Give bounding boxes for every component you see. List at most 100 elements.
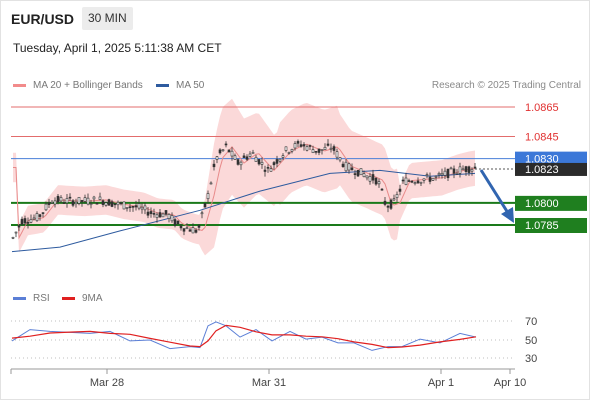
ma50-line (11, 169, 476, 253)
timeframe-badge[interactable]: 30 MIN (82, 7, 133, 30)
level-label-text: 1.0865 (525, 102, 559, 114)
candle (35, 211, 39, 222)
candle (329, 143, 333, 153)
candle-body (449, 167, 453, 170)
candle (350, 163, 354, 171)
candle-body (467, 166, 471, 173)
level-label-bg (515, 218, 587, 233)
candle-body (440, 173, 444, 176)
candle-body (410, 180, 414, 183)
candle (44, 201, 48, 212)
candles-layer (11, 139, 477, 240)
candle (47, 198, 51, 208)
candle-body (95, 202, 99, 205)
candle (128, 203, 132, 212)
candle (119, 201, 123, 206)
candle (104, 201, 108, 207)
candle-body (245, 156, 249, 160)
candle-body (209, 182, 213, 185)
candle-body (11, 236, 15, 239)
candle-body (80, 200, 84, 202)
x-axis-label: Apr 1 (428, 377, 454, 389)
candle (188, 227, 192, 232)
candle-body (188, 229, 192, 232)
rsi-level-label: 50 (525, 335, 537, 347)
candle (266, 164, 270, 173)
candle (302, 142, 306, 151)
x-axis-label: Mar 28 (90, 377, 124, 389)
candle-body (32, 217, 36, 220)
candle-body (374, 177, 378, 185)
candle-body (197, 225, 201, 228)
research-credit: Research © 2025 Trading Central (431, 80, 581, 91)
candle-body (29, 219, 33, 223)
candle (356, 169, 360, 177)
candle-body (65, 198, 69, 204)
candle-body (290, 149, 294, 152)
candle (215, 156, 219, 164)
candle-body (77, 196, 81, 204)
datetime-label: Tuesday, April 1, 2025 5:11:38 AM CET (13, 41, 222, 55)
candle-body (389, 199, 393, 209)
candle-body (89, 203, 93, 206)
candle-body (35, 213, 39, 222)
candle (374, 177, 378, 186)
candle-body (62, 202, 66, 204)
candle (179, 223, 183, 231)
rsi-line (11, 321, 477, 351)
candle-body (260, 161, 264, 165)
candle (68, 193, 72, 202)
candle (419, 181, 423, 187)
ma20-line (13, 143, 476, 240)
x-axis-label: Mar 31 (252, 377, 286, 389)
candle (245, 154, 249, 162)
candle (110, 199, 114, 208)
legend-item-9ma: 9MA (62, 293, 103, 304)
candle (299, 140, 303, 148)
candle (368, 172, 372, 185)
candle-body (413, 182, 417, 184)
candle-body (317, 148, 321, 153)
candle-body (56, 195, 60, 203)
candle (230, 147, 234, 161)
candle-body (293, 143, 297, 149)
candle-body (275, 159, 279, 164)
candle-body (218, 149, 222, 154)
level-label-bg (515, 195, 587, 211)
legend-item-rsi: RSI (13, 293, 50, 304)
level-lines-layer (11, 106, 515, 226)
candle-body (53, 200, 57, 205)
candle-body (311, 149, 315, 154)
candle-body (383, 200, 387, 205)
candle-body (380, 188, 384, 191)
candle-body (38, 214, 42, 217)
candle (98, 192, 102, 201)
candle-body (338, 157, 342, 161)
candle (317, 148, 321, 156)
candle (107, 198, 111, 206)
candle (407, 178, 411, 182)
candle-body (425, 174, 429, 176)
forecast-arrow-head (501, 207, 514, 223)
candle-body (44, 203, 48, 211)
candle-body (347, 163, 351, 171)
candle-body (107, 199, 111, 206)
candle-body (158, 212, 162, 218)
candle (257, 158, 261, 166)
candle-body (137, 203, 141, 209)
candle-body (116, 201, 120, 206)
candle (281, 153, 285, 161)
candle-body (308, 145, 312, 147)
candle (176, 220, 180, 225)
candle-body (101, 200, 105, 205)
candle-body (329, 147, 333, 150)
candle (347, 162, 351, 174)
candle (146, 207, 150, 219)
candle-body (98, 196, 102, 200)
level-label-text: 1.0785 (525, 220, 559, 232)
candle-body (392, 198, 396, 201)
candle (155, 212, 159, 223)
candle-body (200, 212, 204, 215)
candle (182, 228, 186, 236)
candle (26, 217, 30, 229)
